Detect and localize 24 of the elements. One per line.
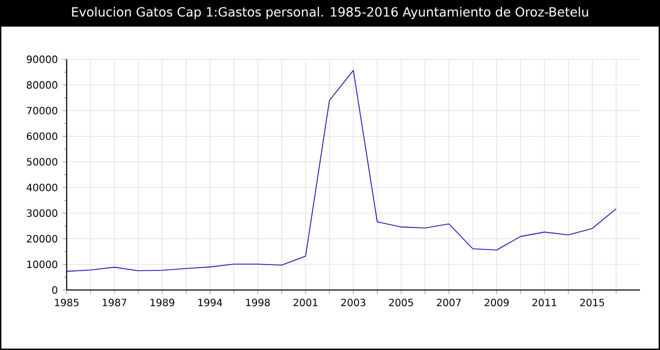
line-series	[66, 70, 617, 272]
x-tick-label: 1989	[150, 298, 174, 306]
y-tick-label: 40000	[26, 184, 58, 192]
x-tick-label: 1987	[102, 298, 126, 306]
x-tick-label: 2005	[389, 298, 413, 306]
x-tick-label: 1985	[55, 298, 78, 306]
x-tick-label: 2015	[580, 298, 604, 306]
chart-title: Evolucion Gatos Cap 1:Gastos personal. 1985-2016 Ayuntamiento de Oroz-Betelu	[72, 6, 588, 20]
x-tick-label: 2001	[294, 298, 318, 306]
y-tick-label: 50000	[26, 158, 58, 166]
x-tick-label: 2011	[532, 298, 556, 306]
x-tick-label: 2009	[484, 298, 509, 306]
y-tick-label: 30000	[26, 209, 58, 217]
y-tick-label: 10000	[27, 260, 58, 268]
x-tick-label: 2007	[436, 298, 461, 306]
x-tick-label: 1998	[246, 298, 270, 306]
y-tick-label: 0	[52, 286, 58, 294]
y-tick-label: 60000	[26, 132, 58, 140]
x-tick-label: 2003	[341, 298, 366, 306]
y-tick-label: 80000	[26, 81, 58, 89]
y-tick-label: 90000	[26, 56, 58, 64]
y-tick-label: 70000	[26, 106, 58, 114]
x-tick-label: 1994	[198, 298, 222, 306]
y-tick-label: 20000	[26, 234, 58, 243]
